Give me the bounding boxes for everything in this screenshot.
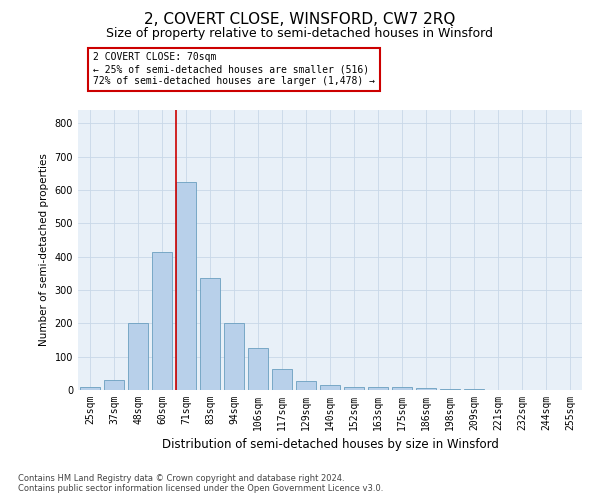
- Bar: [80, 388, 100, 390]
- X-axis label: Distribution of semi-detached houses by size in Winsford: Distribution of semi-detached houses by …: [161, 438, 499, 452]
- Bar: [368, 386, 388, 390]
- Bar: [152, 252, 172, 390]
- Text: 2, COVERT CLOSE, WINSFORD, CW7 2RQ: 2, COVERT CLOSE, WINSFORD, CW7 2RQ: [145, 12, 455, 28]
- Text: Contains public sector information licensed under the Open Government Licence v3: Contains public sector information licen…: [18, 484, 383, 493]
- Text: Size of property relative to semi-detached houses in Winsford: Size of property relative to semi-detach…: [107, 28, 493, 40]
- Bar: [392, 386, 412, 390]
- Text: Contains HM Land Registry data © Crown copyright and database right 2024.: Contains HM Land Registry data © Crown c…: [18, 474, 344, 483]
- Bar: [440, 389, 460, 390]
- Bar: [272, 369, 292, 390]
- Text: 2 COVERT CLOSE: 70sqm
← 25% of semi-detached houses are smaller (516)
72% of sem: 2 COVERT CLOSE: 70sqm ← 25% of semi-deta…: [93, 52, 375, 86]
- Bar: [224, 324, 244, 390]
- Bar: [320, 385, 340, 390]
- Bar: [248, 348, 268, 390]
- Bar: [416, 388, 436, 390]
- Bar: [104, 380, 124, 390]
- Bar: [296, 380, 316, 390]
- Bar: [344, 386, 364, 390]
- Y-axis label: Number of semi-detached properties: Number of semi-detached properties: [39, 154, 49, 346]
- Bar: [176, 182, 196, 390]
- Bar: [200, 278, 220, 390]
- Bar: [128, 324, 148, 390]
